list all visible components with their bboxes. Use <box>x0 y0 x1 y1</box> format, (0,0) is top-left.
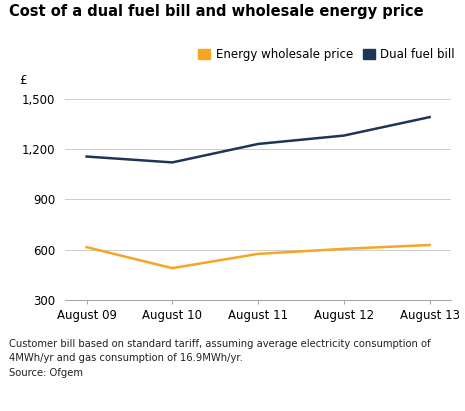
Text: Customer bill based on standard tariff, assuming average electricity consumption: Customer bill based on standard tariff, … <box>9 339 431 349</box>
Text: 4MWh/yr and gas consumption of 16.9MWh/yr.: 4MWh/yr and gas consumption of 16.9MWh/y… <box>9 353 243 363</box>
Text: £: £ <box>19 74 27 87</box>
Text: Source: Ofgem: Source: Ofgem <box>9 368 83 378</box>
Legend: Energy wholesale price, Dual fuel bill: Energy wholesale price, Dual fuel bill <box>199 48 455 61</box>
Text: Cost of a dual fuel bill and wholesale energy price: Cost of a dual fuel bill and wholesale e… <box>9 4 424 19</box>
